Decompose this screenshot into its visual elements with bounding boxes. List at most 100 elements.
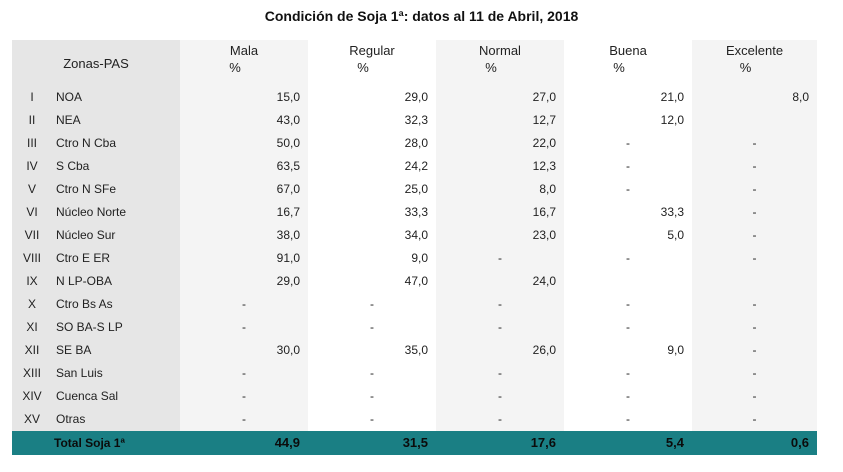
cell-excelente: - [692, 362, 817, 385]
cell-regular: 35,0 [404, 343, 428, 357]
cell-normal: - [436, 362, 564, 385]
zone-number: IX [12, 270, 52, 293]
cell-normal: - [436, 408, 564, 431]
cell-buena: 33,3 [660, 205, 684, 219]
cell-mala: - [180, 316, 308, 339]
cell-regular: 25,0 [404, 182, 428, 196]
cell-normal: 23,0 [436, 224, 564, 247]
cell-regular: 29,0 [404, 90, 428, 104]
cell-normal: 16,7 [436, 201, 564, 224]
cell-mala: 43,0 [180, 109, 308, 132]
cell-mala: 50,0 [180, 132, 308, 155]
cell-regular: - [370, 297, 374, 311]
total-mala: 44,9 [274, 435, 300, 450]
cell-regular: - [370, 389, 374, 403]
cell-normal: 27,0 [436, 86, 564, 109]
cell-mala: 38,0 [180, 224, 308, 247]
cell-excelente: - [692, 293, 817, 316]
cell-regular: 24,2 [404, 159, 428, 173]
cell-excelente: - [692, 385, 817, 408]
cell-mala: 30,0 [180, 339, 308, 362]
cell-excelente: - [692, 224, 817, 247]
zone-number: II [12, 109, 52, 132]
cell-regular: 47,0 [404, 274, 428, 288]
cell-buena: - [626, 412, 630, 426]
cell-normal: 12,7 [436, 109, 564, 132]
zone-number: VI [12, 201, 52, 224]
cell-buena: - [626, 251, 630, 265]
cell-mala: 15,0 [180, 86, 308, 109]
zone-name: Ctro N Cba [52, 132, 180, 155]
zone-number: XI [12, 316, 52, 339]
zone-number: IV [12, 155, 52, 178]
cell-mala: 29,0 [180, 270, 308, 293]
cell-mala: 16,7 [180, 201, 308, 224]
header-label: Mala [229, 43, 259, 58]
cell-buena: - [626, 366, 630, 380]
cell-mala: 67,0 [180, 178, 308, 201]
cell-mala: - [180, 362, 308, 385]
cell-excelente [692, 270, 817, 293]
cell-normal: - [436, 316, 564, 339]
cell-buena: - [626, 320, 630, 334]
zone-name: Otras [52, 408, 180, 431]
zone-number: X [12, 293, 52, 316]
zone-number: V [12, 178, 52, 201]
zone-number: XIII [12, 362, 52, 385]
cell-excelente: 8,0 [692, 86, 817, 109]
cell-mala: - [180, 293, 308, 316]
header-unit: % [613, 60, 625, 75]
zone-number: III [12, 132, 52, 155]
zone-name: SE BA [52, 339, 180, 362]
cell-normal: 12,3 [436, 155, 564, 178]
cell-excelente [692, 109, 817, 132]
zone-number: VII [12, 224, 52, 247]
header-label: Normal [479, 43, 521, 58]
zone-name: Cuenca Sal [52, 385, 180, 408]
cell-buena: - [626, 136, 630, 150]
cell-buena: - [626, 182, 630, 196]
header-zonas: Zonas-PAS [12, 40, 180, 86]
cell-excelente: - [692, 339, 817, 362]
zone-name: Núcleo Norte [52, 201, 180, 224]
cell-buena: - [626, 297, 630, 311]
cell-regular: - [370, 366, 374, 380]
cell-excelente: - [692, 132, 817, 155]
cell-mala: - [180, 408, 308, 431]
cell-excelente: - [692, 178, 817, 201]
cell-regular: 32,3 [404, 113, 428, 127]
total-buena: 5,4 [665, 435, 684, 450]
cell-buena: 9,0 [667, 343, 684, 357]
cell-excelente: - [692, 201, 817, 224]
cell-normal: 24,0 [436, 270, 564, 293]
table-grid: Zonas-PAS Mala % Regular % Normal % Buen… [12, 40, 817, 431]
zone-name: NEA [52, 109, 180, 132]
cell-excelente: - [692, 155, 817, 178]
header-unit: % [485, 60, 497, 75]
total-regular: 31,5 [402, 435, 428, 450]
header-excelente: Excelente % [692, 40, 817, 86]
cell-buena [564, 270, 692, 293]
zone-name: S Cba [52, 155, 180, 178]
cell-mala: - [180, 385, 308, 408]
zone-name: Ctro N SFe [52, 178, 180, 201]
zone-number: XIV [12, 385, 52, 408]
cell-buena: 12,0 [660, 113, 684, 127]
cell-excelente: - [692, 316, 817, 339]
total-row: Total Soja 1ª 44,9 31,5 17,6 5,4 0,6 [12, 431, 817, 455]
header-unit: % [229, 60, 241, 75]
cell-normal: 22,0 [436, 132, 564, 155]
cell-normal: - [436, 385, 564, 408]
zone-name: Ctro Bs As [52, 293, 180, 316]
cell-regular: 34,0 [404, 228, 428, 242]
zone-name: SO BA-S LP [52, 316, 180, 339]
cell-buena: - [626, 389, 630, 403]
cell-normal: - [436, 293, 564, 316]
header-label: Excelente [725, 43, 784, 58]
total-normal: 17,6 [530, 435, 556, 450]
header-unit: % [739, 60, 752, 75]
header-unit: % [357, 60, 369, 75]
total-excelente: 0,6 [790, 435, 809, 450]
zone-name: N LP-OBA [52, 270, 180, 293]
header-normal: Normal % [436, 40, 564, 86]
